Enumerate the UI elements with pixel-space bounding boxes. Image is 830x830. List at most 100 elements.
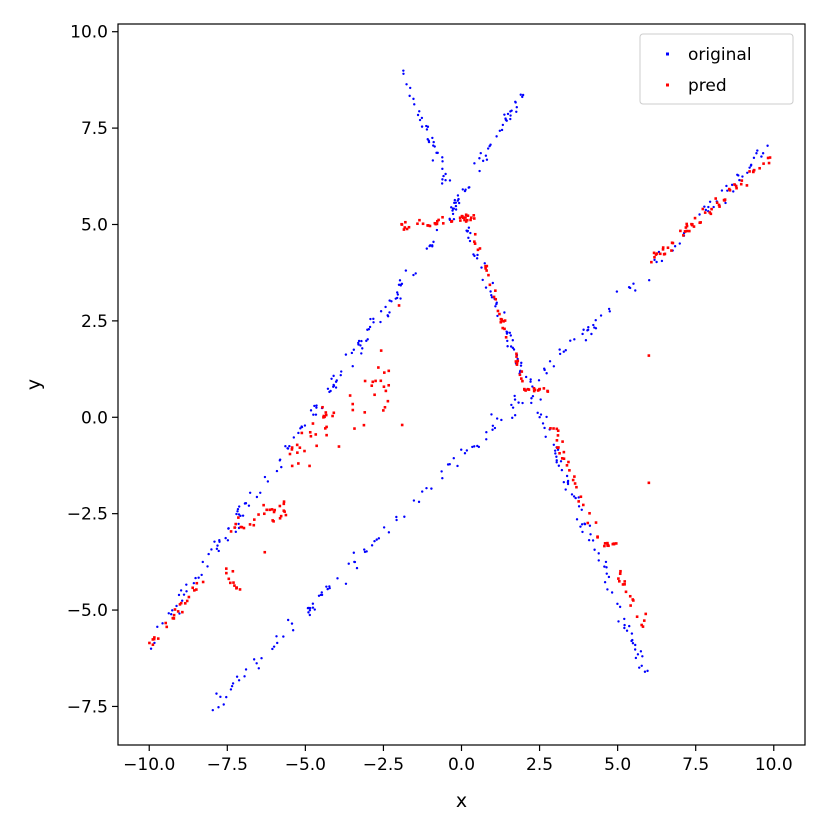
point-pred	[733, 183, 736, 186]
x-tick-label: 7.5	[682, 755, 709, 775]
point-original	[453, 198, 457, 202]
point-pred	[426, 224, 429, 227]
point-pred	[418, 218, 421, 222]
point-pred	[717, 203, 721, 207]
plot-points	[148, 69, 772, 712]
point-original	[260, 657, 263, 660]
point-original	[428, 244, 431, 248]
legend-label-pred: pred	[688, 76, 727, 96]
point-original	[328, 585, 331, 588]
point-original	[643, 670, 647, 673]
point-original	[375, 538, 378, 541]
point-pred	[387, 369, 391, 373]
point-original	[603, 565, 606, 568]
point-pred	[173, 608, 177, 611]
point-pred	[619, 569, 622, 573]
point-pred	[762, 162, 765, 165]
point-pred	[195, 581, 199, 585]
point-pred	[473, 232, 477, 236]
point-original	[275, 635, 278, 638]
point-original	[577, 505, 581, 508]
point-pred	[290, 448, 294, 451]
point-original	[564, 488, 567, 491]
point-original	[530, 397, 533, 400]
point-original	[570, 493, 574, 496]
point-original	[640, 664, 643, 667]
point-pred	[308, 430, 312, 434]
x-tick-label: −10.0	[123, 755, 175, 775]
point-original	[503, 311, 506, 314]
point-pred	[709, 212, 713, 216]
point-original	[291, 629, 295, 632]
point-pred	[752, 170, 755, 174]
point-original	[416, 113, 420, 117]
point-pred	[314, 433, 318, 436]
point-pred	[494, 289, 497, 292]
point-pred	[321, 405, 324, 409]
point-pred	[407, 225, 411, 229]
point-original	[588, 524, 592, 527]
point-pred	[348, 394, 352, 397]
point-pred	[397, 304, 401, 307]
point-original	[632, 282, 635, 285]
point-original	[465, 449, 469, 452]
point-pred	[383, 406, 387, 409]
point-original	[469, 231, 472, 235]
point-pred	[233, 584, 236, 587]
point-original	[515, 110, 518, 113]
point-pred	[463, 218, 466, 222]
point-pred	[191, 586, 194, 590]
point-original	[746, 171, 749, 174]
point-original	[606, 588, 609, 591]
point-original	[432, 240, 435, 244]
point-pred	[325, 425, 328, 429]
point-pred	[156, 637, 160, 640]
point-original	[257, 667, 260, 670]
point-pred	[232, 581, 235, 584]
point-original	[515, 106, 518, 109]
point-original	[344, 582, 348, 585]
y-tick-label: −5.0	[67, 601, 108, 621]
point-original	[517, 401, 520, 404]
point-pred	[573, 482, 577, 485]
point-original	[192, 581, 196, 585]
point-original	[365, 339, 368, 343]
point-original	[724, 201, 727, 205]
point-original	[594, 319, 597, 322]
point-original	[592, 323, 595, 327]
point-original	[347, 562, 350, 565]
point-pred	[562, 450, 566, 454]
point-original	[755, 152, 758, 155]
point-pred	[450, 220, 453, 223]
point-pred	[248, 523, 252, 526]
point-pred	[714, 197, 718, 200]
point-pred	[288, 452, 292, 456]
point-original	[408, 94, 411, 98]
point-original	[490, 294, 493, 297]
point-pred	[500, 318, 504, 321]
point-pred	[436, 219, 439, 223]
point-original	[311, 602, 315, 605]
point-pred	[568, 469, 571, 472]
y-tick-label: 10.0	[70, 23, 108, 43]
point-pred	[501, 326, 505, 330]
point-pred	[612, 542, 616, 545]
point-pred	[635, 615, 639, 619]
point-original	[167, 612, 170, 615]
point-original	[615, 290, 619, 293]
point-original	[384, 305, 387, 309]
point-pred	[473, 217, 476, 220]
point-original	[508, 331, 512, 335]
point-pred	[515, 361, 519, 364]
point-original	[594, 327, 598, 330]
point-original	[326, 387, 330, 390]
point-original	[630, 632, 634, 635]
point-original	[210, 548, 213, 551]
point-original	[506, 345, 509, 348]
point-original	[475, 257, 479, 260]
point-original	[509, 345, 513, 348]
point-original	[451, 207, 455, 210]
point-pred	[271, 519, 274, 522]
point-original	[544, 435, 547, 438]
point-original	[575, 518, 579, 521]
